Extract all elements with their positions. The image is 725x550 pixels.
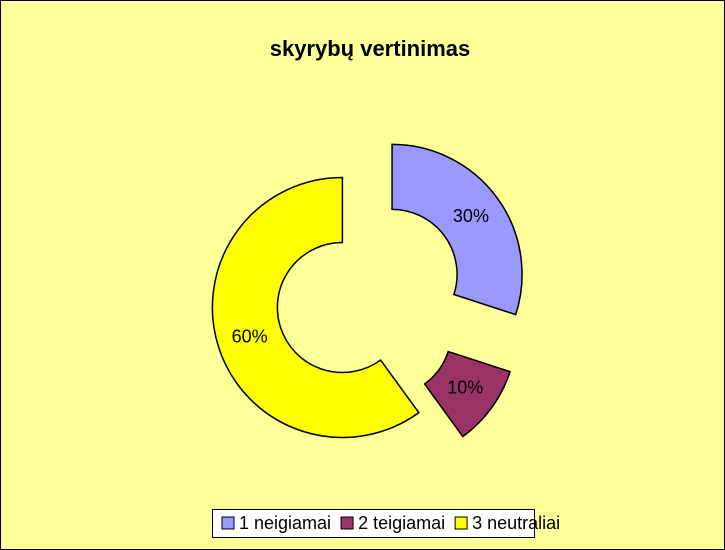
chart-title: skyrybų vertinimas: [270, 36, 471, 61]
legend-label: 3 neutraliai: [472, 513, 560, 533]
legend-label: 2 teigiamai: [358, 513, 445, 533]
legend: [212, 509, 535, 538]
data-label: 60%: [232, 326, 268, 346]
doughnut-segment: [211, 176, 420, 439]
legend-entries: 1 neigiamai 2 teigiamai 3 neutraliai: [221, 513, 560, 533]
legend-swatch: [454, 516, 468, 530]
data-label: 30%: [453, 206, 489, 226]
legend-label: 1 neigiamai: [239, 513, 331, 533]
doughnut-segment: [423, 350, 511, 438]
plot: 30% 10% 60%: [211, 143, 523, 439]
data-label: 10%: [447, 378, 483, 398]
legend-swatch: [221, 516, 235, 530]
doughnut-segment: [391, 143, 523, 316]
legend-swatch: [340, 516, 354, 530]
